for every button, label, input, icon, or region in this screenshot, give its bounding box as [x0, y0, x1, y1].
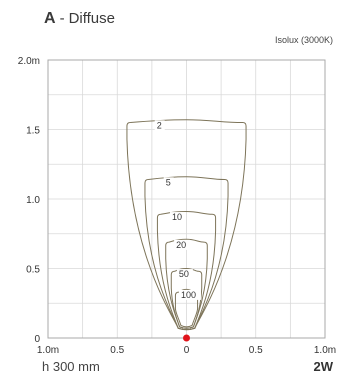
x-tick-label: 1.0m	[314, 345, 336, 356]
title-name: Diffuse	[68, 10, 115, 27]
isoline-label-bg	[163, 177, 174, 188]
isoline-5	[144, 176, 229, 331]
x-tick-label: 0	[184, 345, 190, 356]
isoline-label: 2	[157, 120, 162, 130]
title-letter: A	[44, 10, 56, 27]
y-tick-label: 2.0m	[18, 56, 40, 67]
isoline-label: 10	[172, 212, 182, 222]
isoline-label: 50	[179, 269, 189, 279]
isoline-label-bg	[174, 239, 191, 250]
isoline-label: 20	[176, 240, 186, 250]
source-marker-group	[183, 334, 190, 342]
x-tick-label: 0.5	[249, 345, 263, 356]
mounting-height-label: h 300 mm	[42, 359, 100, 374]
y-tick-label: 0	[34, 334, 40, 345]
isoline-label-bg	[178, 289, 201, 300]
isoline-10	[156, 211, 217, 331]
tick-labels: 0 0.5 1.0 1.5 2.0m 1.0m 0.5 0 0.5 1.0m	[18, 56, 336, 356]
isoline-label: 5	[166, 177, 171, 187]
isoline-label: 100	[181, 290, 196, 300]
y-tick-label: 1.0	[26, 195, 40, 206]
chart-title: A - Diffuse	[44, 10, 115, 28]
isoline-label-bg	[169, 212, 186, 223]
x-tick-label: 0.5	[110, 345, 124, 356]
y-tick-label: 1.5	[26, 126, 40, 137]
isoline-2	[126, 119, 247, 331]
x-tick-label: 1.0m	[37, 345, 59, 356]
light-source-marker	[183, 334, 190, 342]
y-tick-label: 0.5	[26, 265, 40, 276]
power-label: 2W	[313, 359, 334, 374]
isoline-label-bg	[154, 120, 165, 131]
isoline-50	[170, 267, 203, 329]
title-separator: -	[59, 10, 65, 27]
isoline-label-bg	[176, 269, 193, 280]
chart-subtitle: Isolux (3000K)	[274, 35, 333, 45]
isolines: 2 5 10 20 50 100	[126, 119, 247, 331]
